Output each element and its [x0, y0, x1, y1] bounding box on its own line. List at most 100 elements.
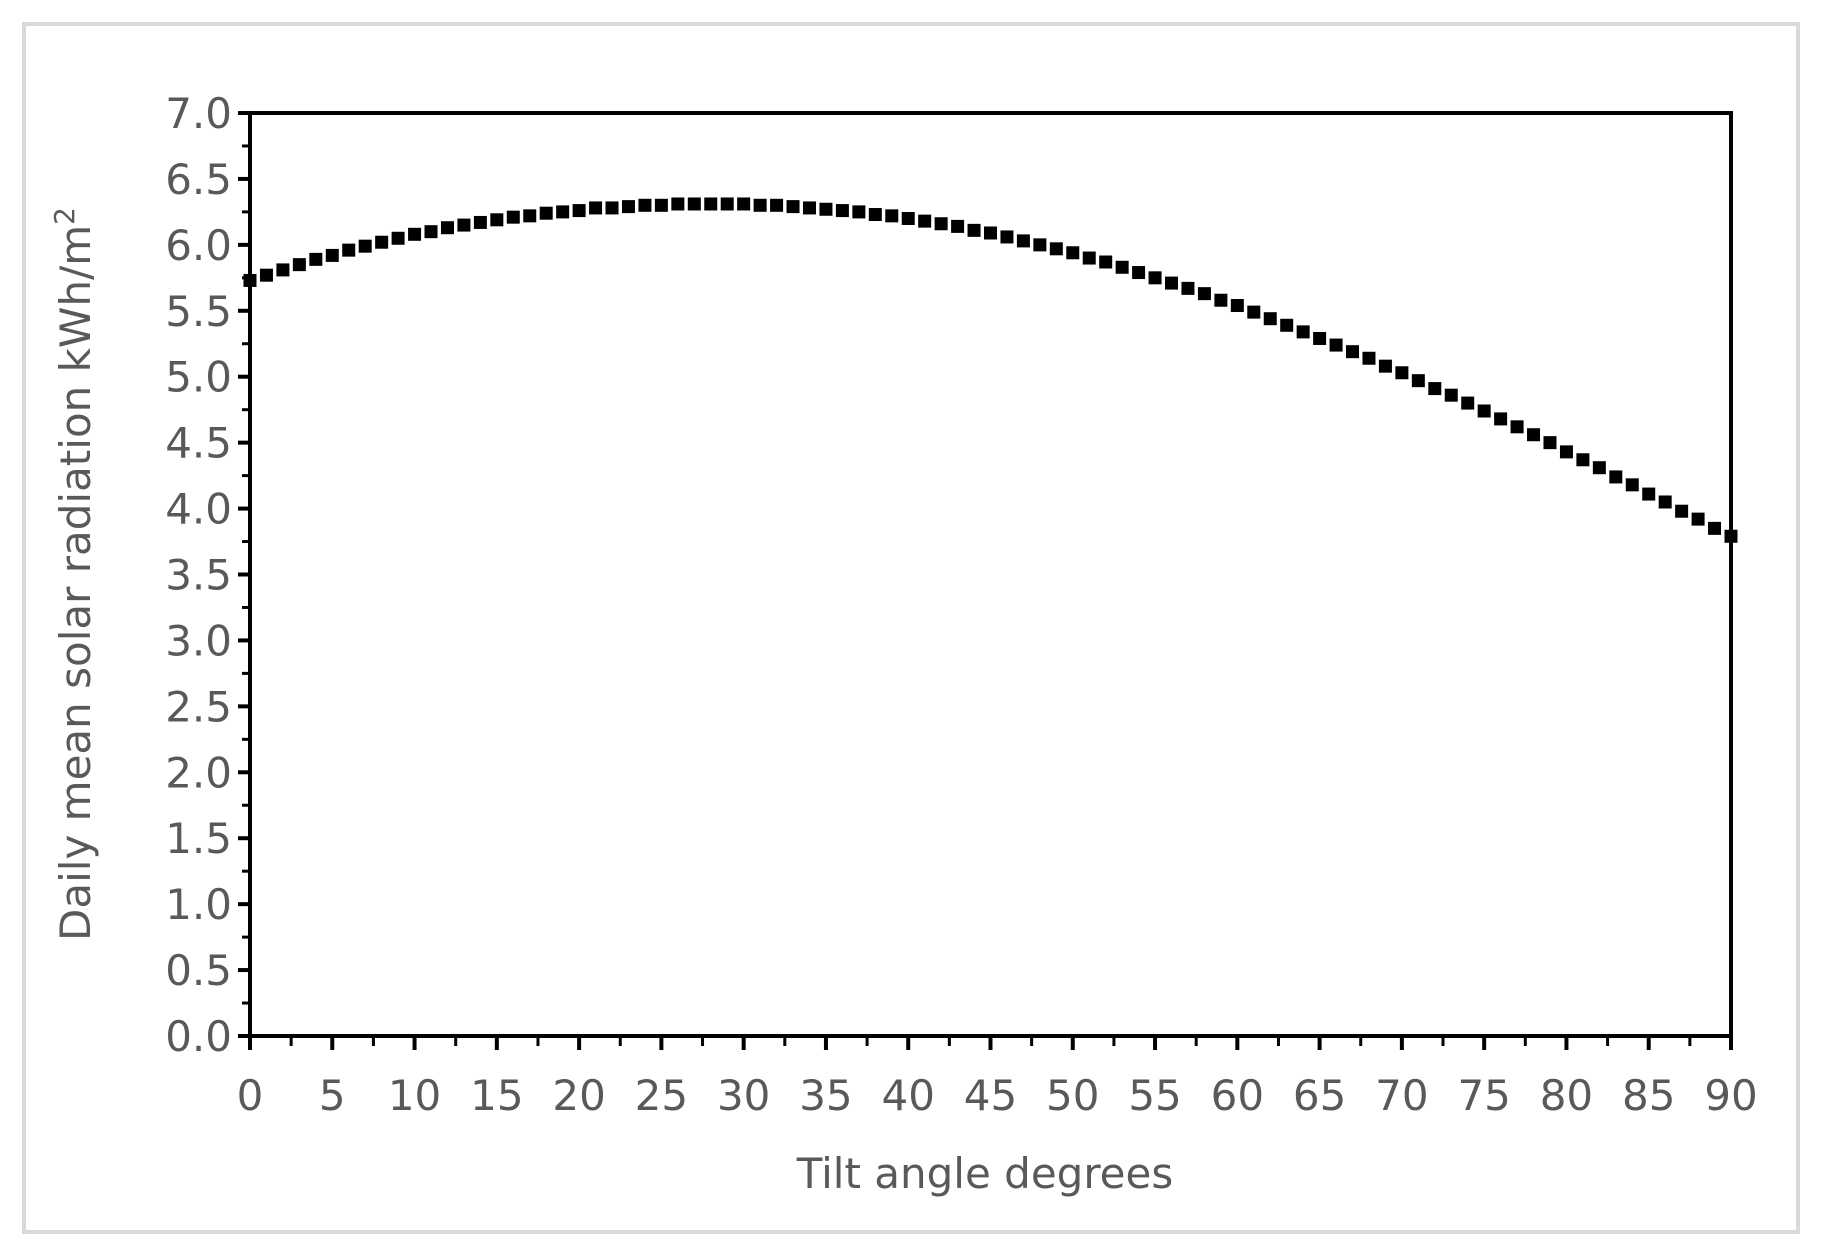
y-tick-label: 5.0 [165, 353, 232, 402]
data-point [1477, 404, 1491, 418]
data-point [868, 208, 882, 222]
data-point [1592, 461, 1606, 475]
y-tick-label: 1.0 [165, 880, 232, 929]
data-point [720, 197, 734, 211]
data-point [1428, 382, 1442, 396]
data-point [1165, 276, 1179, 290]
data-point [259, 268, 273, 282]
data-point [885, 209, 899, 223]
data-point [572, 204, 586, 218]
data-point [852, 205, 866, 219]
data-point [951, 219, 965, 233]
data-point [1033, 238, 1047, 252]
data-point [342, 243, 356, 257]
data-point [1082, 251, 1096, 265]
x-tick-label: 60 [1211, 1071, 1264, 1120]
data-point [523, 209, 537, 223]
data-point [1214, 293, 1228, 307]
data-point [1346, 345, 1360, 359]
data-point [408, 227, 422, 241]
y-axis: 0.0 0.5 1.0 1.5 2.0 2.5 3.0 3.5 4.0 4.5 5.0 5.5 6.0 6… [165, 89, 250, 1061]
data-point [687, 197, 701, 211]
data-point [1362, 351, 1376, 365]
data-point [539, 206, 553, 220]
data-point [1494, 412, 1508, 426]
data-point [506, 210, 520, 224]
x-tick-label: 80 [1540, 1071, 1593, 1120]
data-point [1049, 242, 1063, 256]
data-point [358, 239, 372, 253]
data-point [835, 204, 849, 218]
data-point [490, 213, 504, 227]
x-tick-label: 75 [1457, 1071, 1510, 1120]
x-tick-label: 20 [552, 1071, 605, 1120]
data-point [1691, 512, 1705, 526]
y-tick-label: 6.5 [165, 155, 232, 204]
x-axis: 0 5 10 15 20 25 30 35 40 45 50 55 60 65 70 75 80 85 90 [237, 1036, 1758, 1120]
y-tick-label: 5.5 [165, 287, 232, 336]
data-point [1576, 453, 1590, 467]
x-tick-label: 90 [1704, 1071, 1757, 1120]
data-point [1197, 287, 1211, 301]
data-point [1148, 271, 1162, 285]
data-point [654, 198, 668, 212]
data-point [589, 201, 603, 215]
data-point [1099, 255, 1113, 269]
data-point [737, 197, 751, 211]
data-point [1000, 230, 1014, 244]
x-tick-label: 30 [717, 1071, 770, 1120]
y-tick-label: 0.5 [165, 946, 232, 995]
x-axis-title: Tilt angle degrees [796, 1149, 1173, 1198]
data-point [819, 202, 833, 216]
data-point [770, 198, 784, 212]
x-tick-label: 10 [388, 1071, 441, 1120]
x-tick-label: 15 [470, 1071, 523, 1120]
y-tick-label: 3.0 [165, 616, 232, 665]
data-point [1444, 388, 1458, 402]
y-tick-label: 0.0 [165, 1012, 232, 1061]
data-point [1543, 436, 1557, 450]
data-point [424, 225, 438, 239]
y-tick-label: 3.5 [165, 551, 232, 600]
x-tick-label: 85 [1622, 1071, 1675, 1120]
y-tick-label: 6.0 [165, 221, 232, 270]
data-point [786, 200, 800, 214]
data-point [1510, 420, 1524, 434]
data-point [1461, 396, 1475, 410]
data-point [1527, 428, 1541, 442]
x-tick-label: 35 [799, 1071, 852, 1120]
data-point [671, 197, 685, 211]
y-axis-title-superscript: 2 [48, 207, 81, 225]
x-tick-label: 25 [635, 1071, 688, 1120]
data-point [243, 273, 257, 287]
y-tick-label: 4.5 [165, 419, 232, 468]
y-tick-label: 4.0 [165, 485, 232, 534]
y-tick-label: 1.5 [165, 814, 232, 863]
data-point [1181, 281, 1195, 295]
data-point [325, 248, 339, 262]
data-point [375, 235, 389, 249]
x-tick-label: 70 [1375, 1071, 1428, 1120]
y-tick-label: 7.0 [165, 89, 232, 138]
data-point [1115, 260, 1129, 274]
data-point [1296, 325, 1310, 339]
x-tick-label: 0 [237, 1071, 264, 1120]
data-point [901, 211, 915, 225]
data-point [1559, 445, 1573, 459]
data-series [243, 197, 1738, 543]
data-point [276, 263, 290, 277]
data-point [440, 221, 454, 235]
data-point [1658, 495, 1672, 509]
y-tick-label: 2.5 [165, 682, 232, 731]
data-point [1280, 318, 1294, 332]
data-point [1642, 487, 1656, 501]
data-point [1329, 338, 1343, 352]
y-axis-title-main: Daily mean solar radiation kWh/m [51, 225, 100, 941]
x-tick-label: 45 [964, 1071, 1017, 1120]
data-point [1378, 359, 1392, 373]
data-point [967, 223, 981, 237]
plot-area [248, 111, 1733, 1038]
x-tick-label: 65 [1293, 1071, 1346, 1120]
data-point [1263, 312, 1277, 326]
